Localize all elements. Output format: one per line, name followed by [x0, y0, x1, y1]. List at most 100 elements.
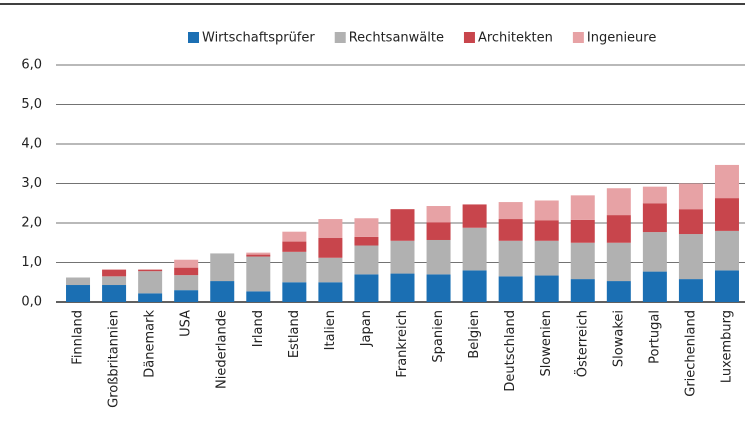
bar-segment [426, 274, 451, 302]
bar-segment [354, 245, 379, 275]
bar-segment [390, 240, 415, 274]
y-tick-label: 6,0 [21, 58, 42, 73]
legend-swatch [188, 32, 199, 43]
bar-segment [318, 282, 343, 302]
bar-segment [102, 276, 127, 286]
bar-segment [534, 240, 559, 276]
x-tick-label: Japan [359, 310, 374, 347]
x-tick-label: Irland [251, 310, 266, 347]
bar-segment [174, 275, 199, 291]
bar-segment [174, 259, 199, 268]
bar-segment [138, 293, 163, 302]
bar-segment [66, 285, 91, 302]
bar-segment [318, 238, 343, 258]
bar-segment [714, 198, 739, 231]
bar-segment [534, 220, 559, 241]
bar-segment [426, 222, 451, 240]
x-tick-label: Großbritannien [107, 310, 122, 408]
bar-segment [138, 269, 163, 272]
x-tick-label: Spanien [431, 310, 446, 363]
y-tick-label: 2,0 [21, 216, 42, 231]
bar-segment [246, 291, 271, 302]
bar-segment [642, 203, 667, 233]
y-tick-label: 1,0 [21, 255, 42, 270]
bar-segment [606, 281, 631, 302]
x-tick-label: Slowenien [539, 310, 554, 377]
bar-segment [174, 290, 199, 302]
bar-segment [642, 232, 667, 272]
bar-segment [642, 186, 667, 204]
legend-label: Wirtschaftsprüfer [202, 31, 315, 46]
bar-segment [138, 271, 163, 294]
bar-segment [390, 273, 415, 302]
bar-segment [570, 242, 595, 280]
bar-segment [354, 274, 379, 302]
bar-segment [498, 202, 523, 220]
bar-segment [282, 231, 307, 242]
x-tick-label: Deutschland [503, 310, 518, 392]
x-tick-label: Slowakei [611, 310, 626, 367]
bar-segment [246, 252, 271, 255]
bar-segment [246, 256, 271, 292]
x-tick-label: Estland [287, 310, 302, 358]
bar-segment [678, 234, 703, 280]
x-tick-label: Belgien [467, 310, 482, 359]
bar-segment [606, 215, 631, 243]
bar-segment [102, 269, 127, 277]
x-tick-label: Frankreich [395, 310, 410, 378]
bar-segment [570, 219, 595, 243]
x-tick-label: USA [179, 310, 194, 337]
bar-segment [462, 204, 487, 228]
x-tick-label: Dänemark [143, 310, 158, 378]
legend-swatch [463, 32, 475, 43]
x-tick-label: Finnland [71, 310, 86, 365]
bar-segment [102, 285, 127, 302]
bar-segment [210, 281, 235, 302]
bar-segment [498, 219, 523, 241]
bar-segment [426, 239, 451, 275]
bar-segment [498, 276, 523, 302]
y-tick-label: 5,0 [21, 97, 42, 112]
bar-segment [282, 282, 307, 302]
bar-segment [606, 242, 631, 282]
x-tick-label: Luxemburg [719, 310, 734, 383]
bar-segment [570, 195, 595, 220]
bar-segment [570, 279, 595, 302]
bar-segment [282, 251, 307, 283]
bar-segment [534, 200, 559, 221]
bar-segment [606, 188, 631, 216]
bar-segment [426, 206, 451, 223]
bar-segment [210, 253, 235, 282]
legend-label: Rechtsanwälte [349, 31, 444, 46]
bar-segment [678, 279, 703, 302]
bar-segment [714, 164, 739, 199]
bar-segment [678, 183, 703, 210]
bar-segment [282, 241, 307, 252]
bar-segment [534, 275, 559, 302]
bar-segment [174, 267, 199, 276]
bar-segment [462, 227, 487, 271]
bar-segment [354, 218, 379, 237]
y-tick-label: 0,0 [21, 295, 42, 310]
bar-segment [462, 270, 487, 302]
x-tick-label: Griechenland [683, 310, 698, 397]
legend-label: Architekten [478, 31, 553, 46]
y-tick-label: 3,0 [21, 176, 42, 191]
bar-segment [318, 257, 343, 283]
x-tick-label: Niederlande [215, 310, 230, 389]
x-tick-label: Portugal [647, 310, 662, 364]
y-tick-label: 4,0 [21, 137, 42, 152]
bar-segment [714, 270, 739, 302]
bar-segment [390, 209, 415, 241]
legend-swatch [572, 32, 584, 43]
bar-segment [642, 271, 667, 302]
bar-segment [66, 277, 91, 286]
legend-label: Ingenieure [587, 31, 656, 46]
x-tick-label: Italien [323, 310, 338, 350]
bar-segment [678, 209, 703, 235]
bar-segment [714, 230, 739, 271]
x-tick-label: Österreich [573, 310, 590, 377]
bar-segment [498, 240, 523, 277]
bar-segment [354, 236, 379, 246]
